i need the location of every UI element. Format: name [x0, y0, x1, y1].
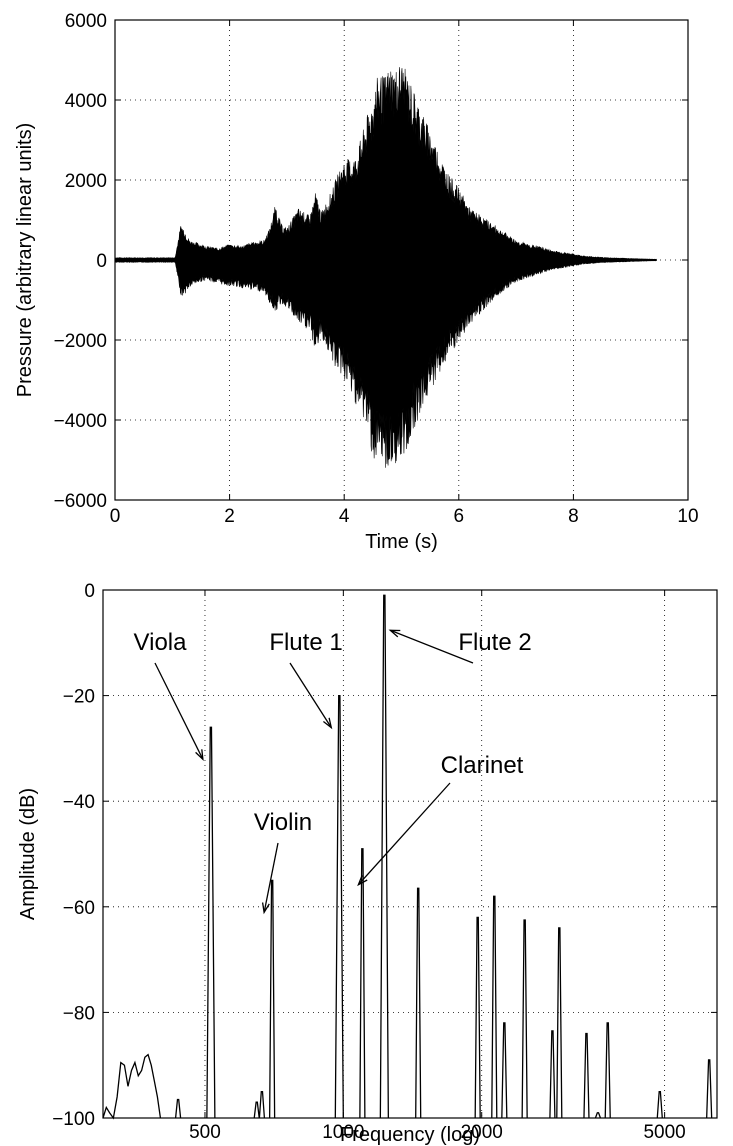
x-tick-label: 5000	[643, 1122, 685, 1143]
y-tick-label: 4000	[65, 91, 107, 112]
y-tick-label: −2000	[54, 331, 107, 352]
x-tick-label: 500	[189, 1122, 221, 1143]
x-tick-label: 10	[677, 506, 698, 527]
annotation-arrow	[289, 662, 332, 728]
y-tick-label: −40	[63, 792, 95, 813]
annotation-arrowhead	[388, 629, 401, 638]
annotation-label: Viola	[134, 629, 188, 656]
annotation-label: Flute 1	[269, 629, 342, 656]
spectrum-y-axis-label: Amplitude (dB)	[17, 788, 39, 920]
x-tick-label: 2	[224, 506, 235, 527]
pressure-y-ticks: −6000 −4000 −2000 0 2000 4000 6000	[54, 11, 688, 512]
spectrum-chart: 500 1000 2000 5000 −100−80−60−40−200 ViolaV…	[17, 581, 718, 1146]
annotation-arrow	[390, 629, 474, 664]
annotation-label: Clarinet	[441, 752, 524, 779]
spectrum-series	[102, 594, 713, 1120]
spectrum-annotations: Viola Violin Flute 1 Clarinet Flute 2	[134, 629, 532, 915]
annotation-arrow	[357, 782, 451, 886]
annotation-arrowhead	[195, 749, 204, 761]
pressure-y-axis-label: Pressure (arbitrary linear units)	[14, 123, 36, 398]
y-tick-label: 0	[84, 581, 95, 602]
annotation-arrow	[154, 662, 204, 760]
annotation-arrowhead	[261, 902, 270, 915]
spectrum-plot-frame	[102, 589, 718, 1119]
x-tick-label: 6	[454, 506, 465, 527]
spectrum-y-ticks: −100 −80 −60 −40 −20 0	[52, 581, 717, 1130]
x-tick-label: 8	[568, 506, 579, 527]
y-tick-label: 2000	[65, 171, 107, 192]
y-tick-label: 0	[96, 251, 107, 272]
y-tick-label: −4000	[54, 411, 107, 432]
y-tick-label: −80	[63, 1003, 95, 1024]
pressure-chart: 0 2 4 6 8 10 −6000 −4000 −2000 0 2000 4000 6000 Tim…	[14, 11, 699, 553]
y-tick-label: −100	[52, 1109, 95, 1130]
annotation-arrowhead	[323, 717, 333, 730]
annotation-label: Violin	[254, 809, 312, 836]
annotation-label: Flute 2	[458, 629, 531, 656]
spectrum-x-axis-label: Frequency (log)	[340, 1124, 480, 1146]
waveform-series	[114, 67, 657, 468]
y-tick-label: −60	[63, 898, 95, 919]
pressure-x-ticks: 0 2 4 6 8 10	[110, 20, 699, 527]
pressure-x-axis-label: Time (s)	[365, 531, 438, 553]
y-tick-label: −6000	[54, 491, 107, 512]
x-tick-label: 4	[339, 506, 350, 527]
x-tick-label: 0	[110, 506, 121, 527]
x-tick-label: 1000	[322, 1122, 364, 1143]
y-tick-label: 6000	[65, 11, 107, 32]
annotation-arrowhead	[357, 875, 368, 887]
spectrum-grid	[103, 590, 717, 1118]
y-tick-label: −20	[63, 687, 95, 708]
x-tick-label: 2000	[461, 1122, 503, 1143]
spectrum-x-ticks: 500 1000 2000 5000	[189, 590, 686, 1143]
annotation-arrow	[263, 842, 279, 913]
